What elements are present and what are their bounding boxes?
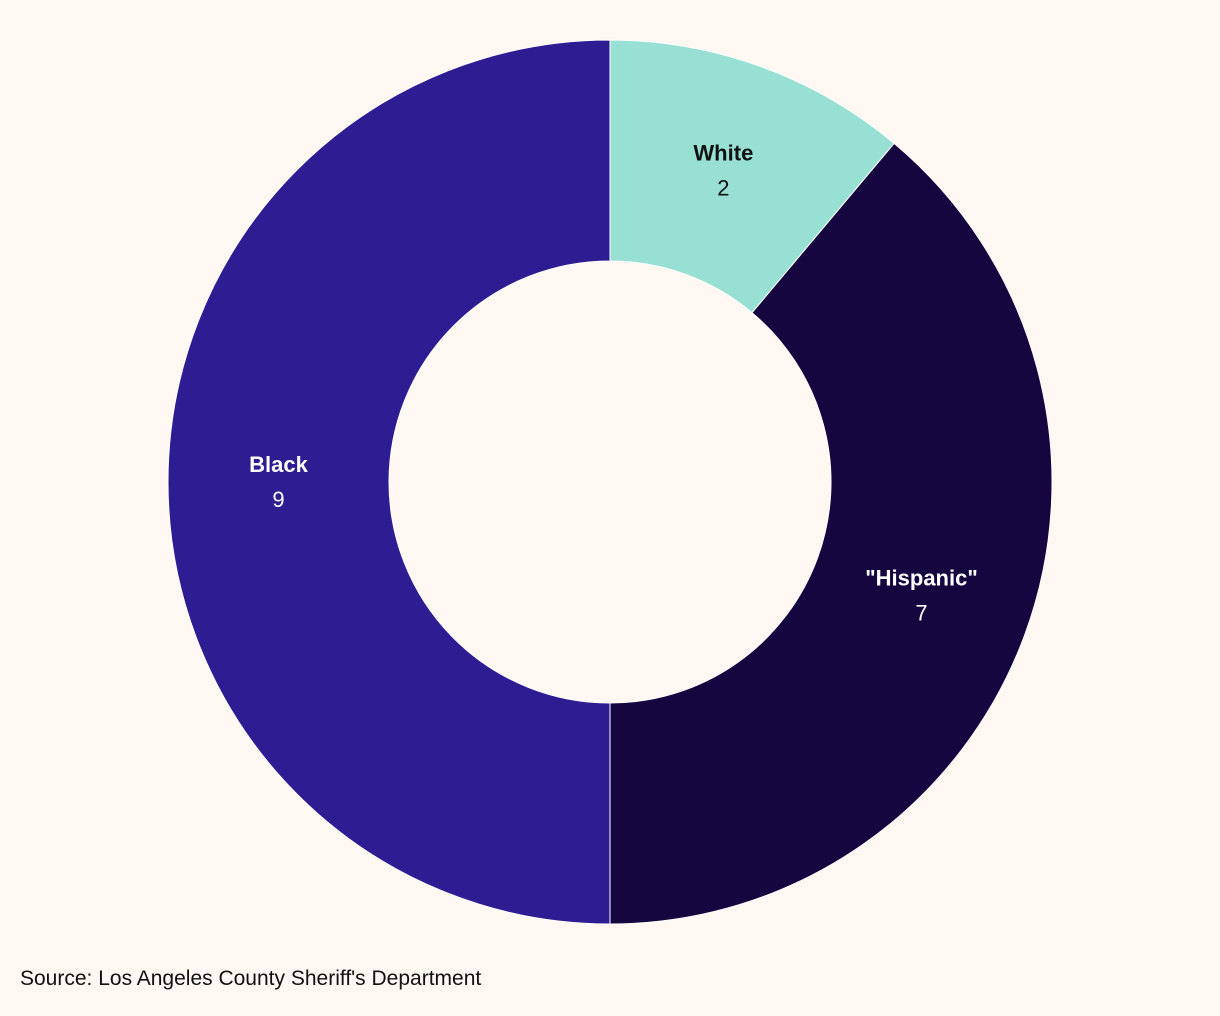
- slice-labels: White 2 "Hispanic" 7 Black 9: [249, 140, 978, 625]
- slice-white: [609, 39, 895, 314]
- slice-black: [167, 39, 611, 925]
- source-note: Source: Los Angeles County Sheriff's Dep…: [20, 967, 482, 990]
- slice-value-hispanic: 7: [915, 600, 927, 625]
- slice-hispanic: [609, 142, 1053, 925]
- slice-value-black: 9: [272, 487, 284, 512]
- slice-label-white: White: [693, 140, 753, 165]
- slice-label-black: Black: [249, 452, 308, 477]
- donut-chart: White 2 "Hispanic" 7 Black 9: [167, 39, 1053, 925]
- slice-value-white: 2: [717, 175, 729, 200]
- slice-label-hispanic: "Hispanic": [865, 565, 978, 590]
- donut-slices: [167, 39, 1053, 925]
